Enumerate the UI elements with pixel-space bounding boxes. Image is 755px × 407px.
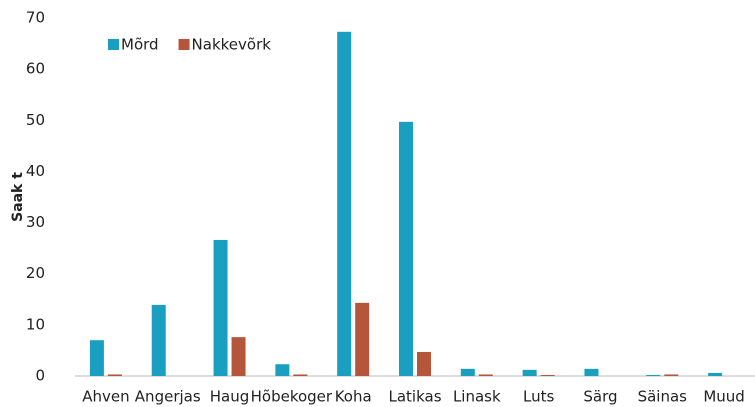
- bar: [664, 374, 679, 376]
- y-tick-label: 70: [26, 9, 45, 27]
- bar: [89, 340, 104, 376]
- x-tick-label: Koha: [335, 388, 372, 406]
- y-tick-label: 50: [26, 111, 45, 129]
- legend-swatch: [178, 39, 190, 50]
- y-tick-label: 0: [35, 367, 45, 385]
- x-tick-label: Luts: [523, 388, 554, 406]
- x-tick-label: Haug: [210, 388, 250, 406]
- bar: [355, 302, 370, 376]
- legend-label: Nakkevõrk: [192, 36, 272, 54]
- bar: [478, 374, 493, 376]
- bar: [540, 374, 555, 376]
- y-tick-label: 30: [26, 213, 45, 231]
- legend-label: Mõrd: [121, 36, 159, 54]
- y-tick-label: 10: [26, 315, 45, 333]
- x-tick-label: Muud: [703, 388, 744, 406]
- y-tick-label: 40: [26, 162, 45, 180]
- bar: [417, 351, 431, 376]
- legend-swatch: [108, 39, 119, 50]
- y-axis-title: Saak t: [10, 172, 26, 222]
- x-tick-label: Hõbekoger: [251, 388, 333, 406]
- y-tick-label: 20: [26, 264, 45, 282]
- bar: [522, 369, 537, 376]
- bar: [275, 364, 290, 376]
- x-tick-label: Linask: [453, 388, 501, 406]
- bar: [151, 304, 166, 376]
- bar: [337, 31, 352, 377]
- x-tick-label: Ahven: [82, 388, 129, 406]
- bar: [293, 374, 308, 376]
- y-tick-label: 60: [26, 60, 45, 78]
- bar: [708, 372, 723, 376]
- x-tick-label: Särg: [583, 388, 617, 406]
- x-tick-label: Säinas: [638, 388, 688, 406]
- bar: [584, 368, 599, 376]
- bar: [460, 368, 475, 376]
- bar: [213, 239, 228, 376]
- bar: [399, 121, 413, 376]
- bar: [646, 374, 661, 376]
- bar: [231, 337, 246, 376]
- x-tick-label: Latikas: [388, 388, 441, 406]
- bar: [107, 374, 122, 376]
- x-tick-label: Angerjas: [135, 388, 201, 406]
